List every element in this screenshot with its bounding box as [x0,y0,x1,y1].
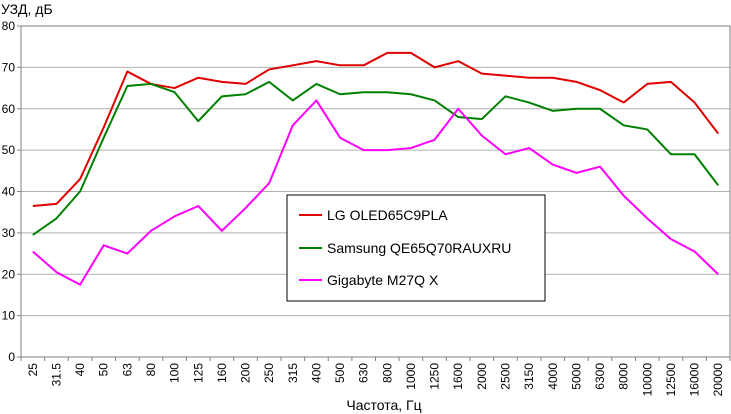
y-tick-label: 0 [8,350,15,364]
x-tick-label: 125 [191,363,205,383]
x-tick-label: 400 [309,363,323,383]
x-tick-label: 8000 [617,363,631,390]
y-tick-label: 60 [2,102,16,116]
x-axis-label: Частота, Гц [346,397,421,413]
x-tick-label: 4000 [546,363,560,390]
x-tick-label: 16000 [688,363,702,397]
series-line-0 [32,51,719,207]
x-tick-label: 25 [26,363,40,377]
x-tick-label: 10000 [640,363,654,397]
series-lines [32,51,719,286]
x-tick-label: 31.5 [49,363,63,387]
y-tick-label: 40 [2,185,16,199]
y-tick-label: 80 [2,19,16,33]
x-tick-label: 12500 [664,363,678,397]
legend-label-lg: LG OLED65C9PLA [327,207,448,223]
legend-box [286,194,546,302]
x-tick-label: 315 [286,363,300,383]
x-tick-label: 800 [380,363,394,383]
x-tick-label: 250 [262,363,276,383]
legend: LG OLED65C9PLA Samsung QE65Q70RAUXRU Gig… [286,194,546,302]
y-axis-label: УЗД, дБ [1,1,53,17]
y-tick-label: 30 [2,226,16,240]
y-tick-label: 10 [2,309,16,323]
legend-label-samsung: Samsung QE65Q70RAUXRU [327,240,511,256]
y-tick-label: 70 [2,60,16,74]
x-tick-label: 1000 [404,363,418,390]
x-tick-label: 5000 [569,363,583,390]
x-tick-label: 500 [333,363,347,383]
legend-label-gigabyte: Gigabyte M27Q X [327,272,439,288]
x-tick-label: 63 [120,363,134,377]
x-axis-ticks: 25 31.5 40 50 63 80 100 125 160 200 250 315 400 500 63… [20,357,731,397]
x-tick-label: 80 [144,363,158,377]
x-tick-label: 1600 [451,363,465,390]
y-tick-label: 20 [2,267,16,281]
x-tick-label: 40 [73,363,87,377]
series-line-2 [32,99,719,286]
x-tick-label: 2000 [475,363,489,390]
x-tick-label: 6300 [593,363,607,390]
y-tick-label: 50 [2,143,16,157]
y-axis-ticks: 0 10 20 30 40 50 60 70 80 [2,19,21,364]
x-tick-label: 1250 [428,363,442,390]
x-tick-label: 630 [357,363,371,383]
x-tick-label: 20000 [711,363,725,397]
x-tick-label: 100 [168,363,182,383]
x-tick-label: 160 [215,363,229,383]
x-tick-label: 2500 [498,363,512,390]
series-line-1 [32,80,719,236]
x-tick-label: 200 [239,363,253,383]
x-tick-label: 50 [97,363,111,377]
x-tick-label: 3150 [522,363,536,390]
plot-area-frame [20,25,731,358]
